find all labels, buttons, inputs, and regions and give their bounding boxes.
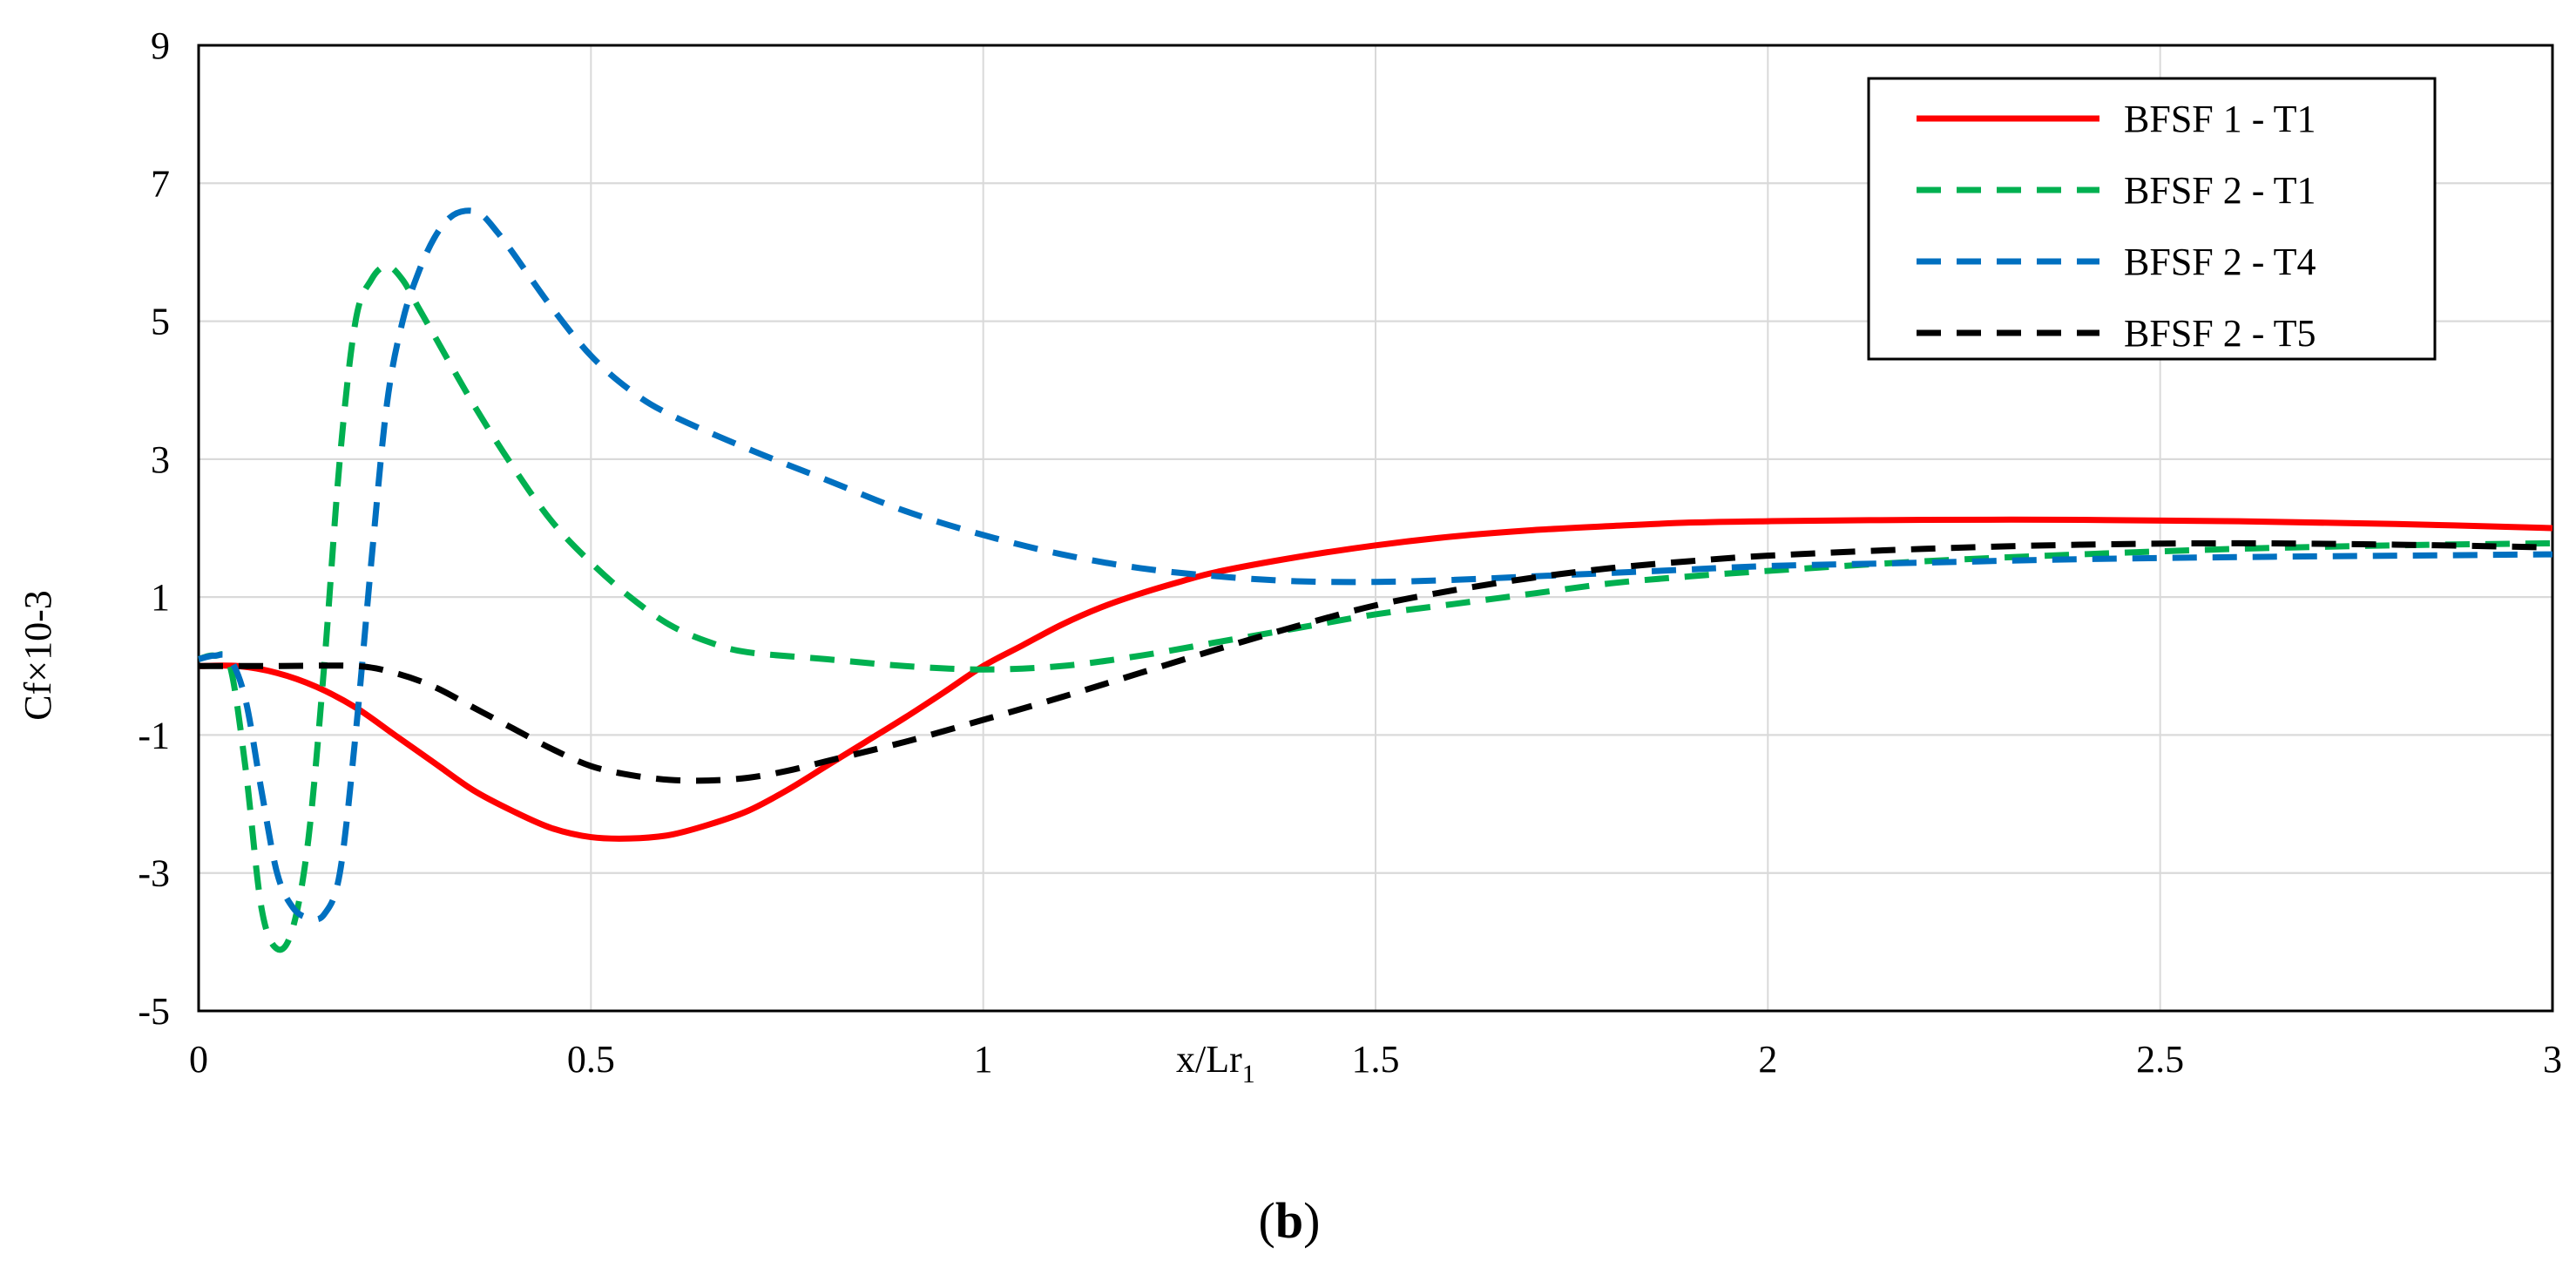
- x-tick-label: 0: [189, 1038, 208, 1081]
- series-line-3: [198, 207, 2553, 923]
- caption-letter: b: [1275, 1192, 1303, 1249]
- y-tick-label: -5: [138, 990, 170, 1033]
- caption-close: ): [1303, 1192, 1320, 1249]
- y-tick-label: 7: [151, 162, 170, 205]
- y-axis-label: Cf×10-3: [17, 590, 59, 720]
- x-tick-label: 1.5: [1352, 1038, 1400, 1081]
- y-tick-label: -1: [138, 714, 170, 756]
- series-line-2: [198, 262, 2553, 953]
- x-axis-ticks: 0 0.5 1 1.5 2 2.5 3: [189, 1038, 2562, 1081]
- legend-entries: BFSF 1 - T1 BFSF 2 - T1 BFSF 2 - T4 BFSF 2 …: [1917, 98, 2316, 355]
- x-axis-label: x/Lr1: [1176, 1038, 1255, 1088]
- y-tick-label: 5: [151, 301, 170, 343]
- y-tick-label: 9: [151, 24, 170, 67]
- figure-caption: (b): [1259, 1192, 1321, 1249]
- series-line-1: [198, 516, 2553, 842]
- y-tick-label: -3: [138, 852, 170, 895]
- x-tick-label: 1: [974, 1038, 993, 1081]
- legend: BFSF 1 - T1 BFSF 2 - T1 BFSF 2 - T4 BFSF 2 …: [1867, 77, 2437, 361]
- x-tick-label: 2: [1758, 1038, 1777, 1081]
- legend-label-4: BFSF 2 - T5: [2124, 312, 2316, 355]
- series-line-4: [199, 539, 2553, 784]
- x-axis-label-subscript: 1: [1242, 1060, 1255, 1088]
- legend-label-3: BFSF 2 - T4: [2124, 241, 2316, 283]
- legend-label-1: BFSF 1 - T1: [2124, 98, 2316, 140]
- caption-open: (: [1259, 1192, 1275, 1249]
- y-tick-label: 3: [151, 438, 170, 481]
- y-tick-label: 1: [151, 576, 170, 619]
- legend-label-2: BFSF 2 - T1: [2124, 169, 2316, 212]
- x-axis-label-main: x/Lr: [1176, 1038, 1242, 1081]
- x-tick-label: 0.5: [567, 1038, 615, 1081]
- series-layer: [198, 207, 2553, 953]
- x-tick-label: 2.5: [2136, 1038, 2184, 1081]
- x-tick-label: 3: [2543, 1038, 2562, 1081]
- legend-box: [1867, 77, 2437, 361]
- y-axis-ticks: 9 7 5 3 1 -1 -3 -5: [138, 24, 170, 1033]
